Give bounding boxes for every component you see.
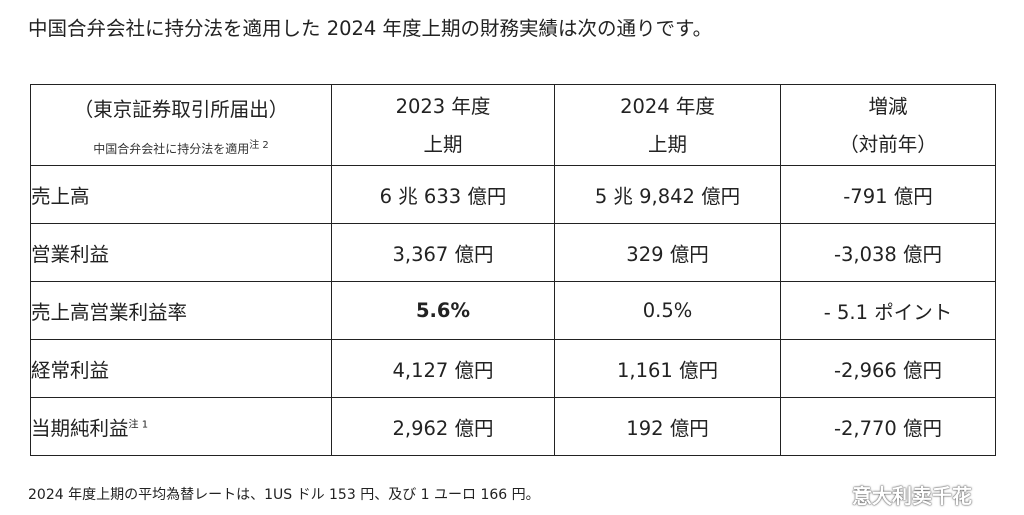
header-2023-year: 2023 年度 xyxy=(395,95,491,118)
header-source-note: 中国合弁会社に持分法を適用注 2 xyxy=(31,141,331,157)
row-note-mark: 注 1 xyxy=(128,419,149,431)
row-label: 経常利益 xyxy=(30,339,332,398)
table-row: 売上高 6 兆 633 億円 5 兆 9,842 億円 -791 億円 xyxy=(30,165,996,224)
value-change: -3,038 億円 xyxy=(780,223,996,282)
row-label-text: 当期純利益 xyxy=(31,417,129,440)
watermark-text: 意大利卖千花 xyxy=(852,483,972,508)
value-change: -791 億円 xyxy=(780,165,996,224)
header-2024-period: 上期 xyxy=(647,133,687,156)
value-2023: 2,962 億円 xyxy=(331,397,555,456)
row-label-text: 売上高営業利益率 xyxy=(31,301,188,324)
header-change-sub: （対前年） xyxy=(839,133,937,156)
table-row: 売上高営業利益率 5.6% 0.5% - 5.1 ポイント xyxy=(30,281,996,340)
header-source-note-text: 中国合弁会社に持分法を適用 xyxy=(93,142,250,156)
value-2024: 0.5% xyxy=(554,281,781,340)
value-2023: 6 兆 633 億円 xyxy=(331,165,555,224)
header-2023-period: 上期 xyxy=(423,133,463,156)
header-change-label: 増減 xyxy=(868,95,908,118)
row-label-text: 売上高 xyxy=(31,185,90,208)
exchange-rate-footnote: 2024 年度上期の平均為替レートは、1US ドル 153 円、及び 1 ユーロ… xyxy=(28,487,540,503)
value-change: -2,770 億円 xyxy=(780,397,996,456)
weibo-logo-icon xyxy=(820,485,844,504)
table-row: 経常利益 4,127 億円 1,161 億円 -2,966 億円 xyxy=(30,339,996,398)
value-change: -2,966 億円 xyxy=(780,339,996,398)
header-cell-2023: 2023 年度 上期 xyxy=(331,84,555,166)
table-row: 営業利益 3,367 億円 329 億円 -3,038 億円 xyxy=(30,223,996,282)
financial-results-table: （東京証券取引所届出） 中国合弁会社に持分法を適用注 2 2023 年度 上期 … xyxy=(30,84,996,456)
row-label: 売上高 xyxy=(30,165,332,224)
row-label: 当期純利益注 1 xyxy=(30,397,332,456)
header-cell-source: （東京証券取引所届出） 中国合弁会社に持分法を適用注 2 xyxy=(30,84,332,166)
header-source-label: （東京証券取引所届出） xyxy=(73,98,289,121)
value-2024: 1,161 億円 xyxy=(554,339,781,398)
header-note-mark: 注 2 xyxy=(249,140,269,151)
value-2023: 5.6% xyxy=(331,281,555,340)
row-label: 営業利益 xyxy=(30,223,332,282)
row-label-text: 営業利益 xyxy=(31,243,110,266)
page-heading: 中国合弁会社に持分法を適用した 2024 年度上期の財務実績は次の通りです。 xyxy=(28,17,713,40)
watermark: 意大利卖千花 xyxy=(820,480,972,508)
value-2023: 4,127 億円 xyxy=(331,339,555,398)
value-2024: 192 億円 xyxy=(554,397,781,456)
row-label-text: 経常利益 xyxy=(31,359,110,382)
value-change: - 5.1 ポイント xyxy=(780,281,996,340)
table-row: 当期純利益注 1 2,962 億円 192 億円 -2,770 億円 xyxy=(30,397,996,456)
header-2024-year: 2024 年度 xyxy=(620,95,715,118)
value-2024: 5 兆 9,842 億円 xyxy=(554,165,781,224)
value-2023: 3,367 億円 xyxy=(331,223,555,282)
row-label: 売上高営業利益率 xyxy=(30,281,332,340)
header-cell-2024: 2024 年度 上期 xyxy=(554,84,781,166)
header-cell-change: 増減 （対前年） xyxy=(780,84,996,166)
table-header-row: （東京証券取引所届出） 中国合弁会社に持分法を適用注 2 2023 年度 上期 … xyxy=(30,84,996,166)
value-2024: 329 億円 xyxy=(554,223,781,282)
